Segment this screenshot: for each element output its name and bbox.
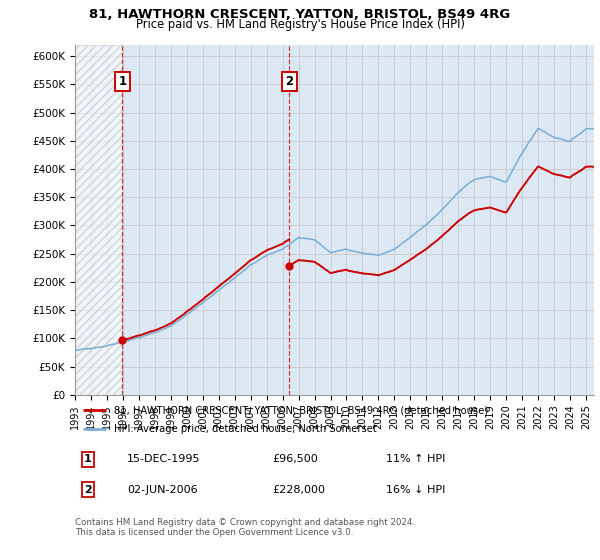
Text: Contains HM Land Registry data © Crown copyright and database right 2024.
This d: Contains HM Land Registry data © Crown c… [75,518,415,538]
Text: 81, HAWTHORN CRESCENT, YATTON, BRISTOL, BS49 4RG (detached house): 81, HAWTHORN CRESCENT, YATTON, BRISTOL, … [114,405,488,415]
Text: 2: 2 [285,75,293,88]
Text: 2: 2 [84,485,92,495]
Text: Price paid vs. HM Land Registry's House Price Index (HPI): Price paid vs. HM Land Registry's House … [136,18,464,31]
Text: 1: 1 [118,75,127,88]
Text: £96,500: £96,500 [272,454,318,464]
Text: 15-DEC-1995: 15-DEC-1995 [127,454,200,464]
Text: 81, HAWTHORN CRESCENT, YATTON, BRISTOL, BS49 4RG: 81, HAWTHORN CRESCENT, YATTON, BRISTOL, … [89,8,511,21]
Text: £228,000: £228,000 [272,485,325,495]
Text: 16% ↓ HPI: 16% ↓ HPI [386,485,446,495]
Text: HPI: Average price, detached house, North Somerset: HPI: Average price, detached house, Nort… [114,424,377,433]
Text: 1: 1 [84,454,92,464]
Text: 02-JUN-2006: 02-JUN-2006 [127,485,197,495]
Text: 11% ↑ HPI: 11% ↑ HPI [386,454,446,464]
Bar [75,45,122,395]
